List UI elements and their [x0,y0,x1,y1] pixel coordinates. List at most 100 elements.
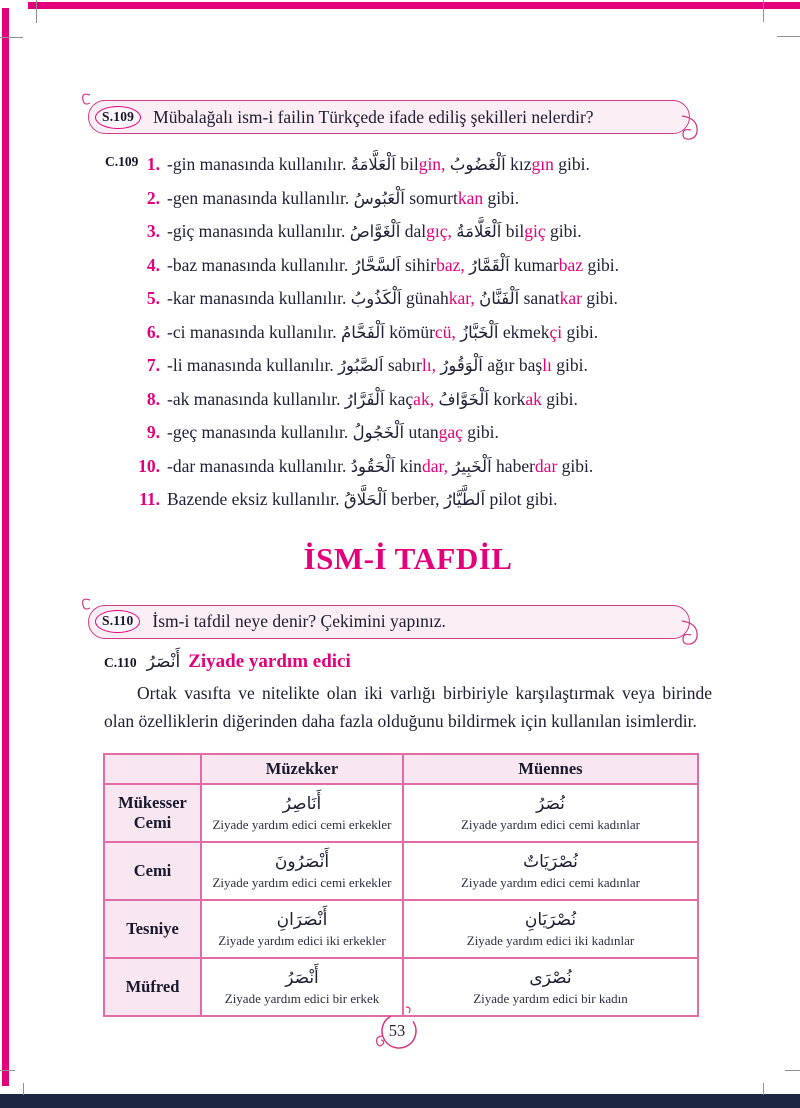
arabic-word: أَنْصَرُ [285,968,319,987]
text-run: bil [501,221,525,241]
text-run: somurt [404,187,458,208]
crop-mark [36,0,37,23]
list-item: 10. -dar manasında kullanılır. اَلْحَقُود… [126,450,712,484]
item-number: 7. [146,355,160,375]
arabic-word: اَلْفَحَّامُ [340,322,385,342]
declension-table: Müzekker Müennes Mükesser Cemi أَنَاصِرُ Zi… [103,753,699,1017]
arabic-word: نُصْرَيَانِ [524,910,577,929]
suffix-highlight: baz, [436,254,465,275]
suffix-highlight: gın [531,154,554,174]
text-run: günah [401,288,449,308]
text-run: -gin manasında kullanılır. [167,154,351,174]
crop-mark [0,1070,15,1071]
text-run: kaç [384,388,414,409]
text-run: haber [491,455,535,476]
arabic-word: نُصْرَى [529,968,572,987]
arabic-word: اَلْحَلَّاقُ [343,490,387,509]
arabic-word: أَنَاصِرُ [282,794,322,813]
cell-caption: Ziyade yardım edici iki erkekler [218,933,386,948]
item-number: 4. [146,254,160,275]
arabic-word: اَلْعَبُوسُ [353,188,405,208]
item-text: -giç manasında kullanılır. اَلْغَوَّاصُ … [167,215,582,249]
list-item: 4. -baz manasında kullanılır. اَلسَّحَّار… [126,249,712,283]
question-text: Mübalağalı ism-i failin Türkçede ifade e… [153,106,594,127]
item-number: 1. [146,154,160,174]
cell-caption: Ziyade yardım edici bir erkek [224,991,380,1006]
row-label: Cemi [103,841,202,901]
arabic-word: اَلْعَلَّامَةُ [456,222,502,241]
arabic-word: اَلْخَوَّافُ [438,389,489,409]
text-run: -kar manasında kullanılır. [167,288,351,308]
circle-ornament-icon [375,1006,417,1049]
curl-ornament-icon [80,598,92,617]
suffix-highlight: lı [542,355,552,375]
list-item: 3. -giç manasında kullanılır. اَلْغَوَّاص… [126,215,712,249]
column-header [103,753,202,785]
arabic-word: اَلْحَقُودُ [350,456,396,476]
question-box-110: S.110 İsm-i tafdil neye denir? Çekimini … [82,598,698,645]
item-text: Bazende eksiz kullanılır. اَلْحَلَّاقُ b… [167,483,558,517]
table-row: Müfred أَنْصَرُ Ziyade yardım edici bir er… [103,957,699,1017]
arabic-word: اَلسَّحَّارُ [352,255,401,275]
arabic-word: أَنْصَرَانِ [276,910,328,929]
page-border-top [28,2,800,9]
text-run: ekmek [498,321,550,342]
text-run: kız [505,154,532,174]
table-cell: أَنْصَرُونَ Ziyade yardım edici cemi erke… [200,841,404,901]
suffix-highlight: cü, [434,321,456,342]
crop-mark [23,1083,24,1095]
cell-caption: Ziyade yardım edici cemi erkekler [212,817,392,832]
column-header: Müennes [402,753,699,785]
question-badge: S.109 [95,105,142,129]
text-run: gibi. [483,187,520,208]
text-run: -giç manasında kullanılır. [167,221,350,241]
crop-mark [763,0,764,22]
item-number: 11. [139,489,160,509]
text-run: -ak manasında kullanılır. [167,388,345,409]
text-run: gibi. [581,288,618,308]
suffix-highlight: baz [558,254,584,275]
text-run: ağır baş [482,355,543,375]
table-cell: أَنْصَرَانِ Ziyade yardım edici iki erkek… [200,899,404,959]
arabic-word: اَلْفَنَّانُ [479,289,520,308]
text-run: gibi. [583,254,620,275]
item-text: -ak manasında kullanılır. اَلْفَرَّارُ k… [167,383,578,417]
answer-label: C.109 [105,154,139,169]
list-item: 1. -gin manasında kullanılır. اَلْعَلَّام… [126,148,712,182]
suffix-highlight: gaç [438,422,463,442]
text-run: gibi. [545,221,582,241]
text-run: dal [400,221,427,241]
crop-mark [777,36,800,37]
suffix-highlight: ak [525,388,542,409]
page-number-ornament: 53 [369,1006,431,1058]
item-text: -ci manasında kullanılır. اَلْفَحَّامُ k… [167,316,598,350]
table-header: Müzekker Müennes [103,753,699,785]
item-number: 5. [146,288,160,308]
cell-caption: Ziyade yardım edici cemi kadınlar [460,817,641,832]
item-text: -geç manasında kullanılır. اَلْخَجُولُ u… [167,416,499,450]
curl-ornament-icon [80,93,92,112]
answer-109: C.109 1. -gin manasında kullanılır. اَلْع… [104,148,712,517]
text-run: kin [395,455,422,476]
text-run: -baz manasında kullanılır. [167,254,353,275]
table-cell: نُصْرَيَاتٌ Ziyade yardım edici cemi kadı… [402,841,699,901]
list-item: 8. -ak manasında kullanılır. اَلْفَرَّارُ… [126,383,712,417]
section-heading: İSM-İ TAFDİL [303,540,513,576]
text-run: gibi. [557,455,594,476]
table-row: Mükesser Cemi أَنَاصِرُ Ziyade yardım edic… [103,783,699,843]
table-cell: نُصَرُ Ziyade yardım edici cemi kadınlar [402,783,699,843]
suffix-highlight: giç [524,221,546,241]
flourish-ornament-icon [680,114,706,149]
text-run: sanat [519,288,560,308]
suffix-highlight: kar [559,288,582,308]
item-number: 3. [146,221,160,241]
text-run: kork [488,388,526,409]
cell-caption: Ziyade yardım edici iki kadınlar [466,933,635,948]
item-number: 6. [146,321,160,342]
definition-paragraph: Ortak vasıfta ve nitelikte olan iki varl… [104,682,712,732]
table-body: Mükesser Cemi أَنَاصِرُ Ziyade yardım edic… [103,783,699,1017]
text-run: -dar manasında kullanılır. [167,455,351,476]
list-item: 5. -kar manasında kullanılır. اَلْكَذُوبُ… [126,282,712,316]
text-run: gibi. [462,422,499,442]
